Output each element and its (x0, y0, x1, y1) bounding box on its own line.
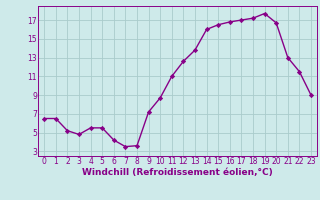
X-axis label: Windchill (Refroidissement éolien,°C): Windchill (Refroidissement éolien,°C) (82, 168, 273, 177)
